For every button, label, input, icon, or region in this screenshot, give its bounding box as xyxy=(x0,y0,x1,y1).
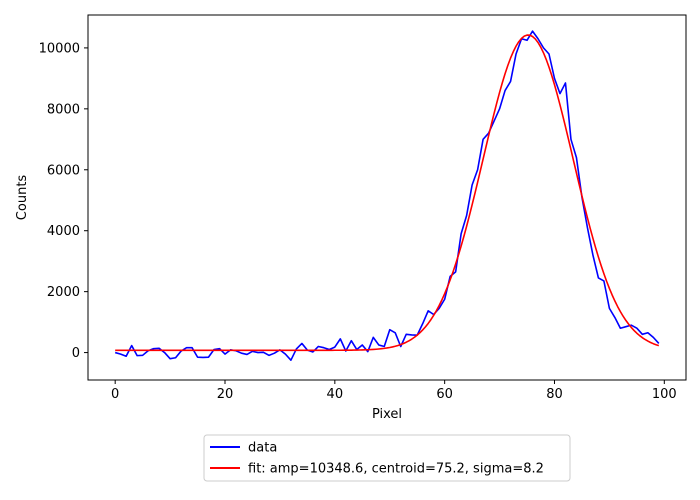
legend: data fit: amp=10348.6, centroid=75.2, si… xyxy=(203,434,571,482)
y-tick-label: 2000 xyxy=(47,285,80,300)
x-tick-label: 40 xyxy=(327,387,344,402)
x-tick-label: 100 xyxy=(652,387,677,402)
y-axis: 0 2000 4000 6000 8000 10000 xyxy=(39,41,88,361)
legend-label-fit: fit: amp=10348.6, centroid=75.2, sigma=8… xyxy=(248,462,544,477)
legend-label-data: data xyxy=(248,441,277,456)
x-tick-label: 80 xyxy=(546,387,563,402)
legend-box xyxy=(203,434,571,482)
axes-frame xyxy=(87,14,687,381)
series-line-fit xyxy=(115,34,660,352)
y-tick-label: 4000 xyxy=(47,224,80,239)
x-axis: 0 20 40 60 80 100 xyxy=(111,380,677,402)
x-tick-label: 60 xyxy=(436,387,453,402)
x-tick-label: 20 xyxy=(217,387,234,402)
plot-area xyxy=(87,14,687,381)
x-axis-label: Pixel xyxy=(372,407,402,422)
y-tick-label: 10000 xyxy=(39,41,80,56)
y-axis-label: Counts xyxy=(15,175,30,221)
series-layer xyxy=(114,30,660,361)
y-tick-label: 6000 xyxy=(47,163,80,178)
y-tick-label: 8000 xyxy=(47,102,80,117)
y-tick-label: 0 xyxy=(72,346,80,361)
series-line-data xyxy=(114,30,660,361)
x-tick-label: 0 xyxy=(111,387,119,402)
